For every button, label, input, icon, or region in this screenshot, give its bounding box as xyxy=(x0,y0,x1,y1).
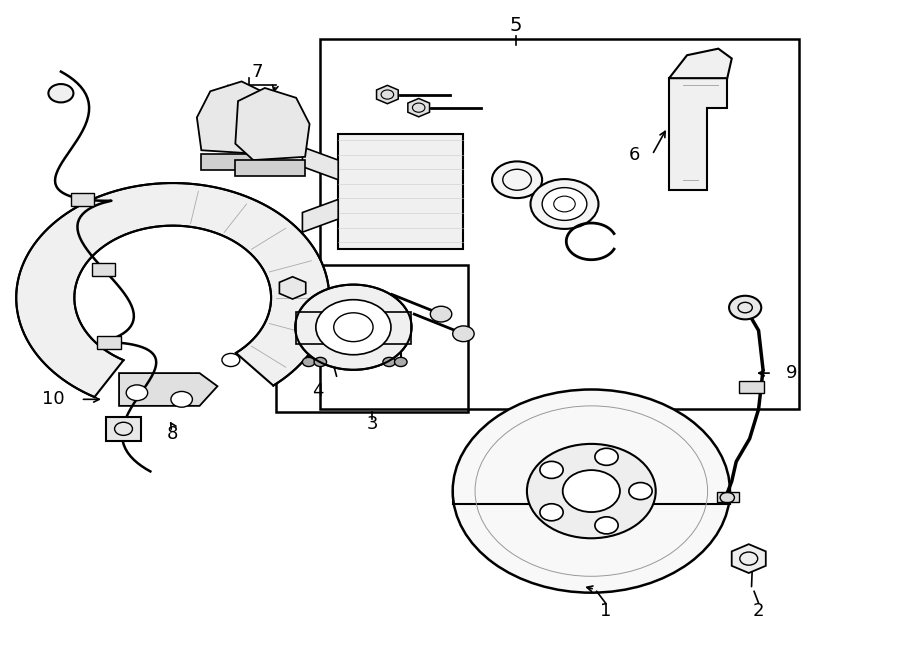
Polygon shape xyxy=(16,183,329,397)
Polygon shape xyxy=(408,98,429,117)
Bar xyxy=(716,492,739,502)
Bar xyxy=(105,417,141,441)
Circle shape xyxy=(222,354,239,367)
Bar xyxy=(70,192,94,206)
Polygon shape xyxy=(338,134,464,249)
Text: 10: 10 xyxy=(42,391,65,408)
Text: 5: 5 xyxy=(510,17,522,35)
Polygon shape xyxy=(732,544,766,573)
Bar xyxy=(739,381,764,393)
Polygon shape xyxy=(669,78,727,190)
Circle shape xyxy=(302,358,315,367)
Circle shape xyxy=(562,470,620,512)
Polygon shape xyxy=(302,200,338,232)
Bar xyxy=(275,265,468,412)
Polygon shape xyxy=(202,153,271,170)
Circle shape xyxy=(595,448,618,465)
Circle shape xyxy=(453,326,474,342)
Circle shape xyxy=(629,483,652,500)
Circle shape xyxy=(316,299,391,355)
Circle shape xyxy=(430,306,452,322)
Circle shape xyxy=(453,389,730,593)
Text: 8: 8 xyxy=(167,425,178,443)
Text: 6: 6 xyxy=(628,146,640,164)
Circle shape xyxy=(394,358,407,367)
Circle shape xyxy=(729,295,761,319)
Polygon shape xyxy=(302,147,338,180)
Circle shape xyxy=(314,358,327,367)
Bar xyxy=(320,39,799,409)
Circle shape xyxy=(171,391,193,407)
Circle shape xyxy=(295,285,411,369)
Polygon shape xyxy=(376,85,398,104)
Bar xyxy=(92,262,115,276)
Text: 7: 7 xyxy=(252,63,264,81)
Text: 2: 2 xyxy=(752,602,764,620)
Circle shape xyxy=(530,179,599,229)
Circle shape xyxy=(595,517,618,534)
Polygon shape xyxy=(279,277,306,299)
Circle shape xyxy=(540,461,563,479)
Text: 4: 4 xyxy=(312,382,323,400)
Text: 3: 3 xyxy=(366,414,378,432)
Polygon shape xyxy=(669,49,732,78)
Polygon shape xyxy=(197,81,271,153)
Circle shape xyxy=(382,358,395,367)
Circle shape xyxy=(526,444,656,538)
Circle shape xyxy=(126,385,148,401)
Text: 1: 1 xyxy=(600,602,611,620)
Text: 9: 9 xyxy=(786,364,797,382)
Circle shape xyxy=(540,504,563,521)
Circle shape xyxy=(492,161,542,198)
Polygon shape xyxy=(119,373,218,406)
Bar xyxy=(97,336,121,349)
Polygon shape xyxy=(235,88,310,160)
Polygon shape xyxy=(235,160,305,176)
Bar xyxy=(296,312,410,344)
Circle shape xyxy=(542,188,587,220)
Circle shape xyxy=(49,84,74,102)
